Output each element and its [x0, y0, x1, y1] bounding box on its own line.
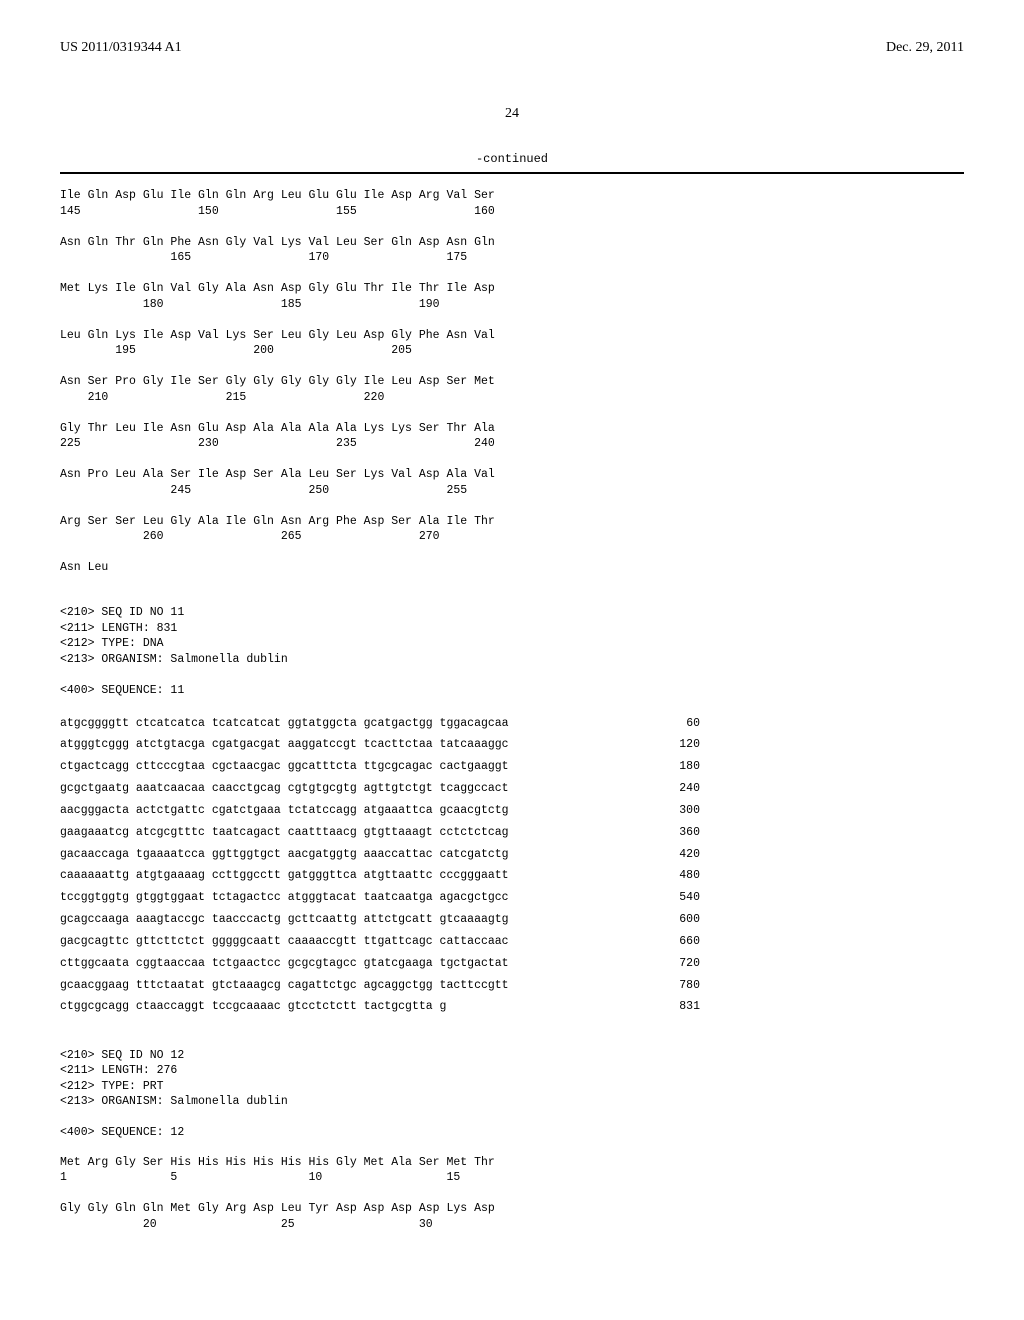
dna-position: 600	[649, 909, 700, 931]
seq12-id: <210> SEQ ID NO 12	[60, 1049, 184, 1062]
page-number: 24	[60, 106, 964, 122]
dna-sequence-text: gcgctgaatg aaatcaacaa caacctgcag cgtgtgc…	[60, 778, 509, 800]
dna-position: 300	[649, 800, 700, 822]
publication-header: US 2011/0319344 A1 Dec. 29, 2011	[60, 40, 964, 56]
dna-row: tccggtggtg gtggtggaat tctagactcc atgggta…	[60, 887, 700, 909]
seq11-sequence-label: <400> SEQUENCE: 11	[60, 684, 184, 697]
dna-row: gaagaaatcg atcgcgtttc taatcagact caattta…	[60, 822, 700, 844]
seq12-type: <212> TYPE: PRT	[60, 1080, 164, 1093]
seq12-organism: <213> ORGANISM: Salmonella dublin	[60, 1095, 288, 1108]
dna-position: 480	[649, 865, 700, 887]
seq12-sequence-label: <400> SEQUENCE: 12	[60, 1126, 184, 1139]
dna-sequence-text: ctggcgcagg ctaaccaggt tccgcaaaac gtcctct…	[60, 996, 446, 1018]
dna-row: gacaaccaga tgaaaatcca ggttggtgct aacgatg…	[60, 844, 700, 866]
dna-row: cttggcaata cggtaaccaa tctgaactcc gcgcgta…	[60, 953, 700, 975]
dna-row: atgggtcggg atctgtacga cgatgacgat aaggatc…	[60, 734, 700, 756]
dna-sequence-text: gcagccaaga aaagtaccgc taacccactg gcttcaa…	[60, 909, 509, 931]
dna-sequence-text: atgggtcggg atctgtacga cgatgacgat aaggatc…	[60, 734, 509, 756]
dna-position: 120	[649, 734, 700, 756]
dna-sequence-text: tccggtggtg gtggtggaat tctagactcc atgggta…	[60, 887, 509, 909]
seq11-id: <210> SEQ ID NO 11	[60, 606, 184, 619]
continued-label: -continued	[60, 152, 964, 166]
dna-position: 420	[649, 844, 700, 866]
dna-sequence-text: caaaaaattg atgtgaaaag ccttggcctt gatgggt…	[60, 865, 509, 887]
publication-number: US 2011/0319344 A1	[60, 40, 182, 56]
dna-row: gcaacggaag tttctaatat gtctaaagcg cagattc…	[60, 975, 700, 997]
seq12-metadata: <210> SEQ ID NO 12 <211> LENGTH: 276 <21…	[60, 1032, 964, 1141]
dna-row: gcagccaaga aaagtaccgc taacccactg gcttcaa…	[60, 909, 700, 931]
dna-sequence-text: gaagaaatcg atcgcgtttc taatcagact caattta…	[60, 822, 509, 844]
dna-row: atgcggggtt ctcatcatca tcatcatcat ggtatgg…	[60, 713, 700, 735]
dna-position: 540	[649, 887, 700, 909]
seq11-length: <211> LENGTH: 831	[60, 622, 177, 635]
protein-row: Ile Gln Asp Glu Ile Gln Gln Arg Leu Glu …	[60, 188, 964, 576]
dna-position: 660	[649, 931, 700, 953]
dna-row: gacgcagttc gttcttctct gggggcaatt caaaacc…	[60, 931, 700, 953]
dna-sequence-text: aacgggacta actctgattc cgatctgaaa tctatcc…	[60, 800, 509, 822]
dna-position: 360	[649, 822, 700, 844]
dna-row: ctggcgcagg ctaaccaggt tccgcaaaac gtcctct…	[60, 996, 700, 1018]
dna-position: 720	[649, 953, 700, 975]
dna-sequence-text: cttggcaata cggtaaccaa tctgaactcc gcgcgta…	[60, 953, 509, 975]
dna-position: 180	[649, 756, 700, 778]
seq11-metadata: <210> SEQ ID NO 11 <211> LENGTH: 831 <21…	[60, 590, 964, 699]
dna-position: 60	[656, 713, 700, 735]
dna-row: aacgggacta actctgattc cgatctgaaa tctatcc…	[60, 800, 700, 822]
dna-position: 240	[649, 778, 700, 800]
dna-sequence-text: atgcggggtt ctcatcatca tcatcatcat ggtatgg…	[60, 713, 509, 735]
dna-position: 780	[649, 975, 700, 997]
protein-row: Met Arg Gly Ser His His His His His His …	[60, 1155, 964, 1233]
dna-sequence-11: atgcggggtt ctcatcatca tcatcatcat ggtatgg…	[60, 713, 964, 1019]
dna-position: 831	[649, 996, 700, 1018]
dna-sequence-text: gacgcagttc gttcttctct gggggcaatt caaaacc…	[60, 931, 509, 953]
dna-sequence-text: gcaacggaag tttctaatat gtctaaagcg cagattc…	[60, 975, 509, 997]
protein-sequence-12: Met Arg Gly Ser His His His His His His …	[60, 1155, 964, 1233]
seq12-length: <211> LENGTH: 276	[60, 1064, 177, 1077]
publication-date: Dec. 29, 2011	[886, 40, 964, 56]
protein-sequence-10: Ile Gln Asp Glu Ile Gln Gln Arg Leu Glu …	[60, 188, 964, 576]
dna-row: gcgctgaatg aaatcaacaa caacctgcag cgtgtgc…	[60, 778, 700, 800]
dna-row: caaaaaattg atgtgaaaag ccttggcctt gatgggt…	[60, 865, 700, 887]
dna-sequence-text: ctgactcagg cttcccgtaa cgctaacgac ggcattt…	[60, 756, 509, 778]
dna-row: ctgactcagg cttcccgtaa cgctaacgac ggcattt…	[60, 756, 700, 778]
dna-sequence-text: gacaaccaga tgaaaatcca ggttggtgct aacgatg…	[60, 844, 509, 866]
section-divider	[60, 172, 964, 174]
seq11-organism: <213> ORGANISM: Salmonella dublin	[60, 653, 288, 666]
seq11-type: <212> TYPE: DNA	[60, 637, 164, 650]
